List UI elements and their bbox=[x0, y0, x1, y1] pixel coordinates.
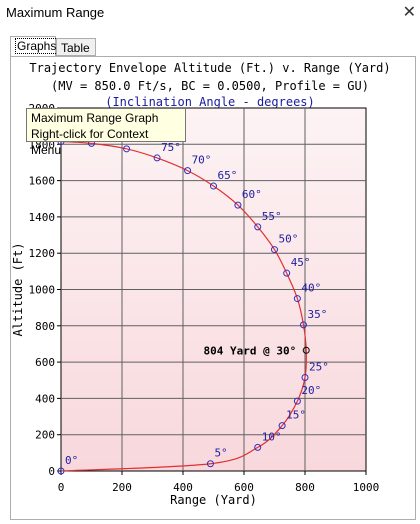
tab-graphs-label: Graphs bbox=[15, 38, 59, 54]
close-icon[interactable]: ✕ bbox=[402, 4, 416, 21]
data-point-marker bbox=[254, 223, 262, 231]
data-point-marker bbox=[301, 374, 309, 382]
chart-subtitle: (Inclination Angle - degrees) bbox=[105, 95, 315, 109]
x-tick-label: 400 bbox=[173, 481, 193, 494]
x-tick-label: 800 bbox=[295, 481, 315, 494]
data-point-marker bbox=[299, 321, 307, 329]
angle-label: 40° bbox=[301, 282, 321, 295]
tab-table-label: Table bbox=[61, 41, 90, 55]
angle-label: 75° bbox=[161, 141, 181, 154]
angle-label: 55° bbox=[262, 210, 282, 223]
tab-graphs[interactable]: Graphs bbox=[10, 36, 59, 57]
angle-label: 45° bbox=[291, 256, 311, 269]
y-tick-label: 400 bbox=[35, 392, 55, 405]
x-tick-label: 200 bbox=[112, 481, 132, 494]
envelope-curve bbox=[60, 140, 307, 472]
x-tick-label: 600 bbox=[234, 481, 254, 494]
angle-label: 25° bbox=[309, 361, 329, 374]
y-tick-label: 1400 bbox=[29, 211, 56, 224]
y-axis-label: Altitude (Ft) bbox=[11, 243, 25, 337]
y-tick-label: 800 bbox=[35, 320, 55, 333]
context-tooltip: Maximum Range Graph Right-click for Cont… bbox=[26, 108, 186, 157]
data-point-marker bbox=[234, 201, 242, 209]
tooltip-line-2: Right-click for Context Menu bbox=[31, 127, 149, 157]
angle-label: 20° bbox=[301, 384, 321, 397]
window-title: Maximum Range bbox=[6, 5, 105, 20]
data-point-marker bbox=[153, 154, 161, 162]
y-tick-label: 1600 bbox=[29, 175, 56, 188]
y-tick-label: 200 bbox=[35, 429, 55, 442]
data-point-marker bbox=[278, 422, 286, 430]
chart-params: (MV = 850.0 Ft/s, BC = 0.0500, Profile =… bbox=[51, 79, 369, 93]
data-point-marker bbox=[254, 443, 262, 451]
data-point-marker bbox=[293, 295, 301, 303]
data-point-marker bbox=[293, 397, 301, 405]
angle-label: 35° bbox=[307, 308, 327, 321]
y-tick-label: 1000 bbox=[29, 284, 56, 297]
data-point-marker bbox=[271, 246, 278, 254]
angle-label: 15° bbox=[286, 409, 306, 422]
x-axis-label: Range (Yard) bbox=[170, 493, 257, 507]
data-point-marker bbox=[206, 460, 214, 468]
y-tick-label: 1200 bbox=[29, 247, 56, 260]
angle-label: 70° bbox=[192, 154, 212, 167]
data-point-marker bbox=[57, 467, 65, 475]
angle-label: 65° bbox=[218, 169, 238, 182]
data-point-marker bbox=[283, 269, 291, 277]
tab-table[interactable]: Table bbox=[56, 38, 96, 56]
x-tick-label: 0 bbox=[58, 481, 65, 494]
max-range-marker bbox=[302, 346, 310, 354]
x-tick-label: 1000 bbox=[353, 481, 380, 494]
angle-label: 5° bbox=[214, 447, 227, 460]
angle-label: 0° bbox=[65, 454, 78, 467]
chart-title: Trajectory Envelope Altitude (Ft.) v. Ra… bbox=[29, 61, 391, 75]
data-point-marker bbox=[184, 167, 192, 175]
angle-label: 10° bbox=[262, 430, 282, 443]
max-range-label: 804 Yard @ 30° bbox=[204, 344, 297, 357]
angle-label: 60° bbox=[242, 188, 262, 201]
angle-label: 50° bbox=[279, 233, 299, 246]
data-point-marker bbox=[210, 182, 217, 190]
y-tick-label: 600 bbox=[35, 356, 55, 369]
tooltip-line-1: Maximum Range Graph bbox=[31, 111, 159, 125]
y-tick-label: 0 bbox=[48, 465, 55, 478]
data-point-marker bbox=[123, 145, 131, 153]
